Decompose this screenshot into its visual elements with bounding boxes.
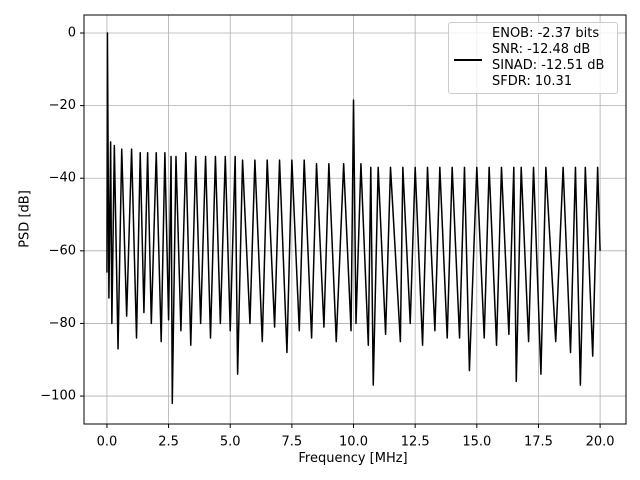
x-tick-label: 2.5 (158, 435, 179, 450)
x-tick-label: 5.0 (220, 435, 241, 450)
y-tick-label: −40 (49, 171, 76, 186)
x-tick-label: 0.0 (97, 435, 118, 450)
y-tick-label: −80 (49, 316, 76, 331)
x-axis-label: Frequency [MHz] (298, 451, 407, 466)
plot-frame (83, 14, 627, 425)
x-tick-label: 17.5 (524, 435, 553, 450)
y-tick-label: −100 (40, 389, 76, 404)
x-tick-label: 12.5 (401, 435, 430, 450)
x-tick-label: 10.0 (339, 435, 368, 450)
y-tick-label: −20 (49, 98, 76, 113)
y-axis-label: PSD [dB] (18, 190, 33, 248)
legend: ENOB: -2.37 bits SNR: -12.48 dB SINAD: -… (448, 22, 618, 94)
data-line (106, 32, 601, 405)
x-tick-label: 7.5 (282, 435, 303, 450)
x-tick-label: 20.0 (586, 435, 615, 450)
legend-label: ENOB: -2.37 bits SNR: -12.48 dB SINAD: -… (492, 26, 605, 89)
legend-swatch (454, 59, 482, 61)
x-tick-label: 15.0 (462, 435, 491, 450)
y-tick-label: −60 (49, 243, 76, 258)
y-tick-label: 0 (68, 26, 76, 41)
